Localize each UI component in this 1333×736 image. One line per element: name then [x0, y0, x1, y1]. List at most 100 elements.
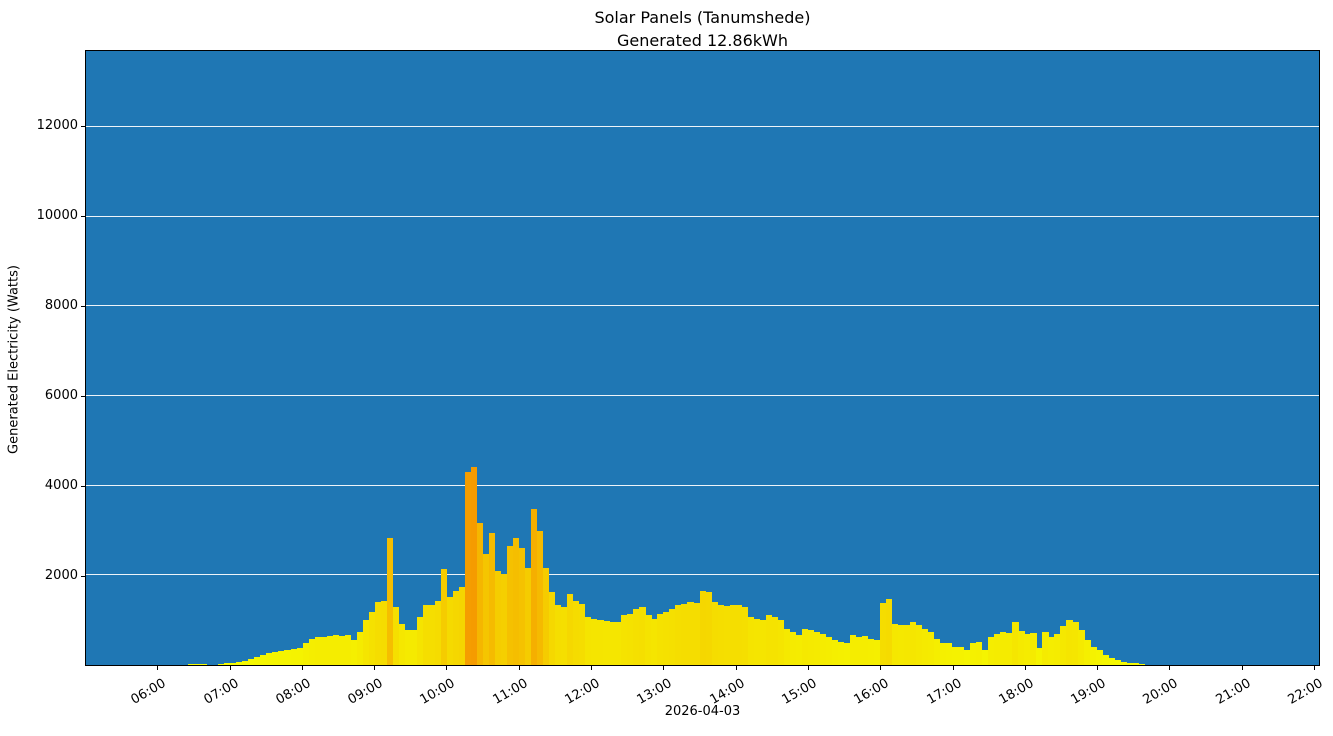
x-tick-label: 21:00: [1213, 676, 1254, 708]
bar: [904, 624, 911, 665]
x-tick-label: 17:00: [924, 676, 965, 708]
x-tick-label: 13:00: [634, 676, 675, 708]
bar: [501, 574, 508, 665]
bar: [1108, 658, 1115, 665]
bar: [843, 643, 851, 665]
bar: [1138, 664, 1145, 665]
bar: [428, 604, 436, 665]
chart-title: Solar Panels (Tanumshede) Generated 12.8…: [85, 6, 1320, 52]
bar: [374, 602, 381, 665]
bar: [958, 646, 965, 665]
bar: [248, 659, 255, 665]
bar: [970, 643, 977, 665]
y-tick-mark: [81, 486, 85, 487]
bar: [928, 631, 935, 665]
bar: [452, 590, 460, 665]
x-tick-label: 08:00: [273, 676, 314, 708]
x-tick-mark: [446, 666, 448, 670]
x-tick-label: 19:00: [1068, 676, 1109, 708]
y-tick-label: 10000: [36, 208, 78, 224]
x-tick-label: 09:00: [345, 676, 386, 708]
bar: [446, 597, 454, 665]
bar: [867, 638, 875, 665]
bar: [585, 617, 592, 665]
bar: [964, 650, 971, 665]
bar: [849, 635, 857, 665]
bar: [1012, 622, 1019, 665]
bar: [687, 602, 694, 665]
bar: [284, 650, 291, 665]
bar: [470, 466, 478, 665]
bar: [422, 605, 430, 665]
bar: [693, 603, 700, 665]
bar: [615, 622, 622, 665]
bar: [940, 642, 947, 665]
bar: [1120, 661, 1127, 665]
bar: [1114, 660, 1121, 665]
x-tick-mark: [663, 666, 665, 670]
bar: [819, 633, 827, 665]
bar: [952, 646, 959, 665]
bar: [1036, 648, 1043, 665]
gridline-4000: [86, 484, 1319, 486]
bar: [1072, 621, 1079, 665]
bar: [464, 471, 472, 665]
bar: [338, 636, 345, 665]
bar: [759, 620, 766, 665]
bar: [982, 650, 989, 665]
bar: [855, 637, 863, 665]
bar: [591, 618, 598, 665]
bar: [567, 593, 574, 665]
bar: [561, 607, 568, 665]
y-tick-label: 8000: [44, 298, 78, 314]
bar: [597, 620, 604, 665]
x-tick-mark: [1097, 666, 1099, 670]
bar: [1096, 650, 1103, 665]
bar: [543, 567, 550, 665]
bar: [976, 641, 983, 665]
bar: [891, 623, 899, 665]
bar: [771, 616, 778, 665]
y-tick-mark: [81, 396, 85, 398]
x-tick-label: 18:00: [996, 676, 1037, 708]
bar: [1006, 632, 1013, 665]
y-tick-mark: [81, 576, 85, 577]
bar: [669, 608, 676, 665]
gridline-6000: [86, 394, 1319, 396]
x-tick-label: 11:00: [490, 676, 531, 708]
bar: [934, 638, 941, 665]
x-tick-label: 07:00: [201, 676, 242, 708]
bar: [513, 538, 520, 665]
bar: [705, 592, 712, 665]
bar: [1048, 636, 1055, 665]
bar: [386, 538, 393, 665]
bar: [1042, 631, 1049, 665]
bar: [278, 651, 285, 665]
bar: [885, 598, 893, 665]
bar: [621, 615, 628, 665]
bar: [735, 604, 742, 665]
bar: [507, 546, 514, 665]
bar: [495, 570, 502, 665]
bar: [765, 615, 772, 665]
bar: [549, 592, 556, 665]
bar: [723, 606, 730, 665]
bar: [272, 652, 279, 665]
bar: [825, 636, 833, 665]
bar: [627, 613, 634, 665]
bar: [910, 622, 917, 665]
x-tick-label: 10:00: [418, 676, 458, 708]
y-tick-label: 12000: [36, 118, 78, 134]
bar: [717, 605, 724, 665]
bar: [230, 662, 237, 665]
bar: [1090, 647, 1097, 665]
bar: [783, 628, 790, 665]
bar: [1060, 625, 1067, 665]
bar: [873, 640, 881, 665]
bar: [218, 663, 225, 665]
bar: [807, 629, 815, 665]
bar: [699, 591, 706, 665]
y-tick-mark: [81, 126, 85, 128]
bar: [1084, 640, 1091, 665]
bar: [1102, 655, 1109, 665]
